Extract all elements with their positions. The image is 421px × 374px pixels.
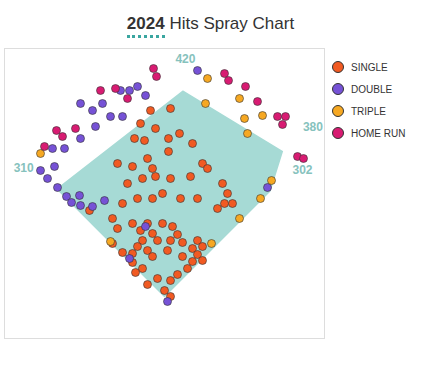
svg-text:302: 302 — [292, 163, 312, 177]
html-text:2024 Hits Spray Chart: 2024 Hits Spray Chart — [126, 14, 295, 33]
html-text:SINGLE: SINGLE — [351, 61, 388, 73]
html-text:HOME RUN: HOME RUN — [351, 127, 406, 139]
svg-text:310: 310 — [14, 161, 34, 175]
svg-text:420: 420 — [175, 52, 195, 66]
html-text:TRIPLE: TRIPLE — [351, 105, 386, 117]
svg-text:380: 380 — [303, 120, 323, 134]
html-text:DOUBLE: DOUBLE — [351, 83, 393, 95]
